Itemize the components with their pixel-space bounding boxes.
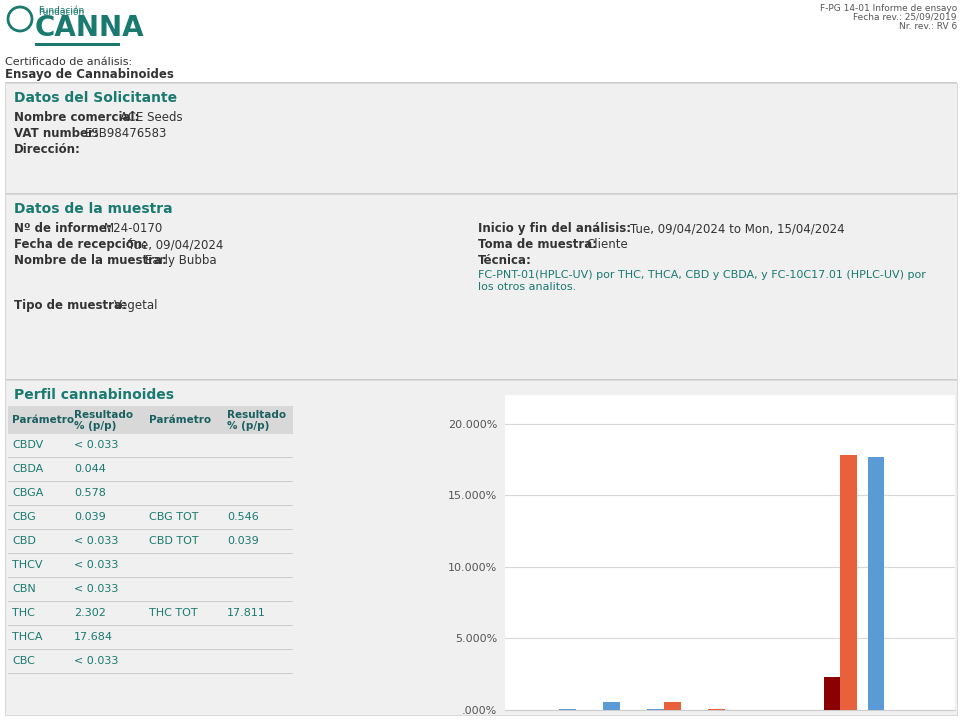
Bar [8,577,293,578]
Bar [5,380,956,715]
Text: 0.546: 0.546 [227,512,259,522]
Bar [603,702,619,710]
Text: 2.302: 2.302 [74,608,106,618]
Text: Tue, 09/04/2024: Tue, 09/04/2024 [128,238,223,251]
Bar [8,673,293,674]
Text: CBDA: CBDA [12,464,43,474]
Text: Fundación: Fundación [38,6,85,15]
Text: THC TOT: THC TOT [149,608,197,618]
Text: Datos del Solicitante: Datos del Solicitante [14,91,177,105]
Bar [5,193,956,194]
Text: Tue, 09/04/2024 to Mon, 15/04/2024: Tue, 09/04/2024 to Mon, 15/04/2024 [629,222,844,235]
Bar [5,379,956,380]
Text: Nombre comercial:: Nombre comercial: [14,111,143,124]
Text: Fecha rev.: 25/09/2019: Fecha rev.: 25/09/2019 [852,13,956,22]
Text: 0.578: 0.578 [74,488,106,498]
Bar [5,83,956,193]
Text: CBDV: CBDV [12,440,43,450]
Bar [5,82,956,83]
Text: < 0.033: < 0.033 [74,584,118,594]
Text: FC-PNT-01(HPLC-UV) por THC, THCA, CBD y CBDA, y FC-10C17.01 (HPLC-UV) por: FC-PNT-01(HPLC-UV) por THC, THCA, CBD y … [478,270,924,280]
Text: % (p/p): % (p/p) [227,421,269,431]
Text: 0.044: 0.044 [74,464,106,474]
Bar [8,481,293,482]
Text: Dirección:: Dirección: [14,143,81,156]
Text: Certificado de análisis:: Certificado de análisis: [5,57,132,67]
Text: CANNA: CANNA [35,14,144,42]
Text: Inicio y fin del análisis:: Inicio y fin del análisis: [478,222,634,235]
Text: Tipo de muestra:: Tipo de muestra: [14,299,131,312]
Text: Nr. rev.: RV 6: Nr. rev.: RV 6 [898,22,956,31]
Text: THCV: THCV [12,560,42,570]
Text: CBN: CBN [12,584,36,594]
Text: CBG: CBG [12,512,36,522]
Text: CBD TOT: CBD TOT [149,536,198,546]
Bar [8,553,293,554]
Text: Vegetal: Vegetal [114,299,159,312]
Bar [867,457,883,710]
Text: 0.039: 0.039 [227,536,259,546]
Text: los otros analitos.: los otros analitos. [478,282,576,292]
Bar [8,406,293,434]
Text: Parámetro: Parámetro [12,415,74,425]
Text: Resultado: Resultado [74,410,133,420]
Text: < 0.033: < 0.033 [74,440,118,450]
Text: Perfil cannabinoides: Perfil cannabinoides [14,388,174,402]
Text: CBGA: CBGA [12,488,43,498]
Text: % (p/p): % (p/p) [74,421,116,431]
Bar [8,505,293,506]
Text: M24-0170: M24-0170 [104,222,163,235]
Bar [663,702,679,710]
Bar [8,601,293,602]
Text: Nombre de la muestra:: Nombre de la muestra: [14,254,171,267]
Bar [8,625,293,626]
Bar [839,455,856,710]
Text: Toma de muestra:: Toma de muestra: [478,238,601,251]
Text: Resultado: Resultado [227,410,285,420]
Bar [8,457,293,458]
Bar [8,529,293,530]
Text: Parámetro: Parámetro [149,415,210,425]
Bar [35,43,120,45]
Text: < 0.033: < 0.033 [74,560,118,570]
Text: CBD: CBD [12,536,36,546]
Text: CBC: CBC [12,656,35,666]
Text: Datos de la muestra: Datos de la muestra [14,202,172,216]
Text: Fundación: Fundación [38,8,85,17]
Text: < 0.033: < 0.033 [74,656,118,666]
Text: THC: THC [12,608,35,618]
Text: Cliente: Cliente [585,238,628,251]
Text: CBG TOT: CBG TOT [149,512,198,522]
Text: F-PG 14-01 Informe de ensayo: F-PG 14-01 Informe de ensayo [819,4,956,13]
Text: Early Bubba: Early Bubba [145,254,216,267]
Text: Técnica:: Técnica: [478,254,531,267]
Text: ACE Seeds: ACE Seeds [120,111,183,124]
Text: VAT number:: VAT number: [14,127,103,140]
Bar [823,677,839,710]
Bar [8,649,293,650]
Text: Fecha de recepción:: Fecha de recepción: [14,238,151,251]
Text: 0.039: 0.039 [74,512,106,522]
Text: 17.811: 17.811 [227,608,265,618]
Bar [0,0,961,55]
Bar [5,194,956,379]
Text: ESB98476583: ESB98476583 [85,127,167,140]
Text: < 0.033: < 0.033 [74,536,118,546]
Text: Ensayo de Cannabinoides: Ensayo de Cannabinoides [5,68,174,81]
Text: THCA: THCA [12,632,42,642]
Text: 17.684: 17.684 [74,632,112,642]
Text: Nº de informe:: Nº de informe: [14,222,115,235]
Bar [5,4,35,34]
